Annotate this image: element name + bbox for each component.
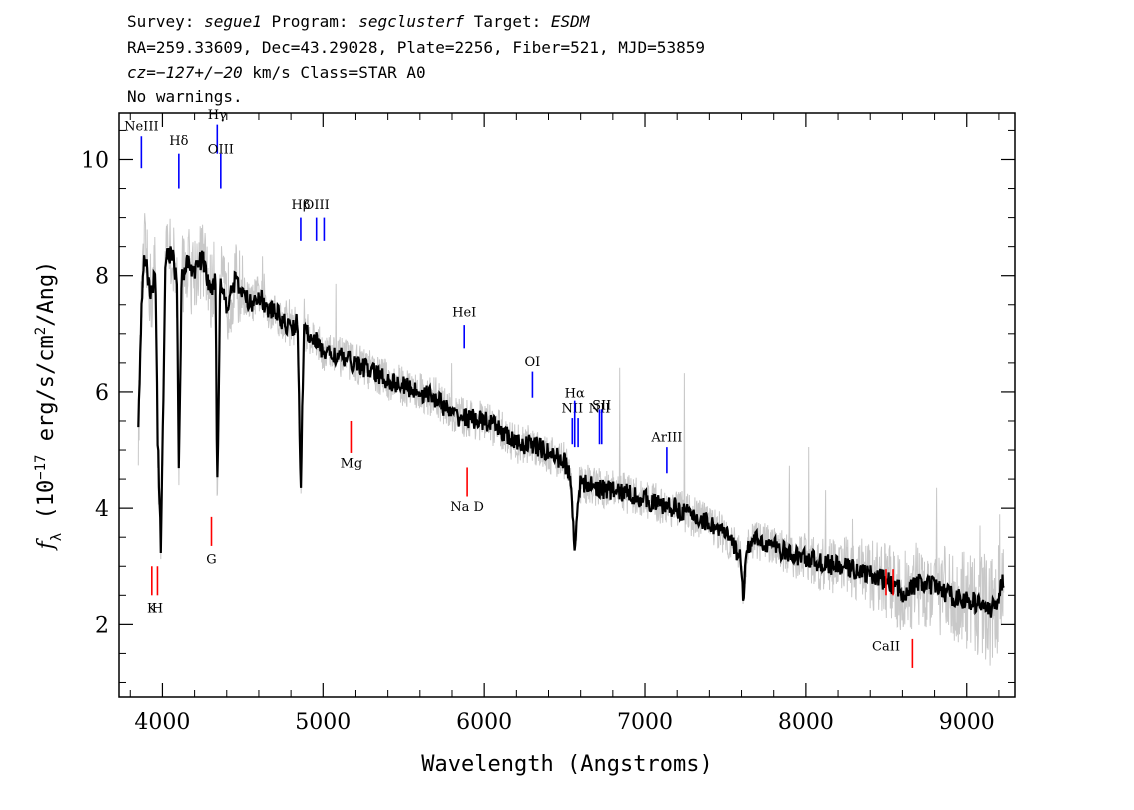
emission-line-label: NII <box>561 401 583 416</box>
absorption-line-label: Na D <box>450 500 484 515</box>
program-label: Program: <box>261 12 359 31</box>
x-axis-title: Wavelength (Angstroms) <box>421 752 712 777</box>
x-tick-label: 4000 <box>134 710 190 735</box>
x-tick-label: 6000 <box>456 710 512 735</box>
y-tick-label: 8 <box>95 265 109 290</box>
raw-spectrum-layer <box>137 213 1005 666</box>
y-tick-label: 6 <box>95 381 109 406</box>
absorption-line-label: K <box>147 602 157 617</box>
survey-value: segue1 <box>204 12 262 31</box>
emission-line-label: OIII <box>208 143 234 158</box>
y-axis-title: fλ (10−17 erg/s/cm2/Ang) <box>33 261 65 552</box>
emission-line-label: OI <box>525 355 541 370</box>
target-label: Target: <box>464 12 551 31</box>
header-line-2: RA=259.33609, Dec=43.29028, Plate=2256, … <box>127 38 705 57</box>
axis-ticks: 4000 5000 6000 7000 8000 9000 2 4 6 8 10 <box>81 113 1015 735</box>
emission-line-label: HeI <box>452 305 476 320</box>
emission-line-label: Hγ <box>208 108 227 123</box>
y-tick-label: 2 <box>95 613 109 638</box>
emission-line-label: NII <box>589 401 611 416</box>
header-line-1: Survey: segue1 Program: segclusterf Targ… <box>127 11 589 33</box>
program-value: segclusterf <box>358 12 465 31</box>
class-text: km/s Class=STAR A0 <box>242 63 426 82</box>
smoothed-spectrum-line <box>137 246 1005 618</box>
x-tick-label: 8000 <box>778 710 834 735</box>
survey-label: Survey: <box>127 12 205 31</box>
y-tick-label: 4 <box>95 497 109 522</box>
absorption-line-label: H <box>152 602 163 617</box>
emission-line-label: ArIII <box>650 430 682 445</box>
emission-line-label: NeIII <box>124 119 158 134</box>
emission-line-label: Hα <box>565 387 585 402</box>
x-tick-label: 7000 <box>617 710 673 735</box>
absorption-line-label: CaII <box>872 640 900 655</box>
redshift-value: cz=−127+/−20 <box>127 63 243 82</box>
absorption-line-label: Mg <box>341 456 363 471</box>
header-line-3: cz=−127+/−20 km/s Class=STAR A0 <box>127 62 426 84</box>
plot-frame <box>118 112 1016 698</box>
header-line-4: No warnings. <box>127 87 243 106</box>
target-value: ESDM <box>550 12 590 31</box>
y-tick-label: 10 <box>81 148 109 173</box>
raw-spectrum-line <box>137 213 1005 666</box>
spectral-line-markers: NeIIIHδHγOIIIHβOIIIHeIOINIIHαNIISIIArIII… <box>124 108 914 668</box>
absorption-line-label: G <box>206 552 216 567</box>
smoothed-spectrum-layer <box>137 246 1005 618</box>
emission-line-label: SII <box>592 398 611 413</box>
x-tick-label: 5000 <box>295 710 351 735</box>
x-tick-label: 9000 <box>939 710 995 735</box>
emission-line-label: Hβ <box>292 198 311 213</box>
emission-line-label: OIII <box>304 198 330 213</box>
emission-line-label: Hδ <box>169 134 188 149</box>
